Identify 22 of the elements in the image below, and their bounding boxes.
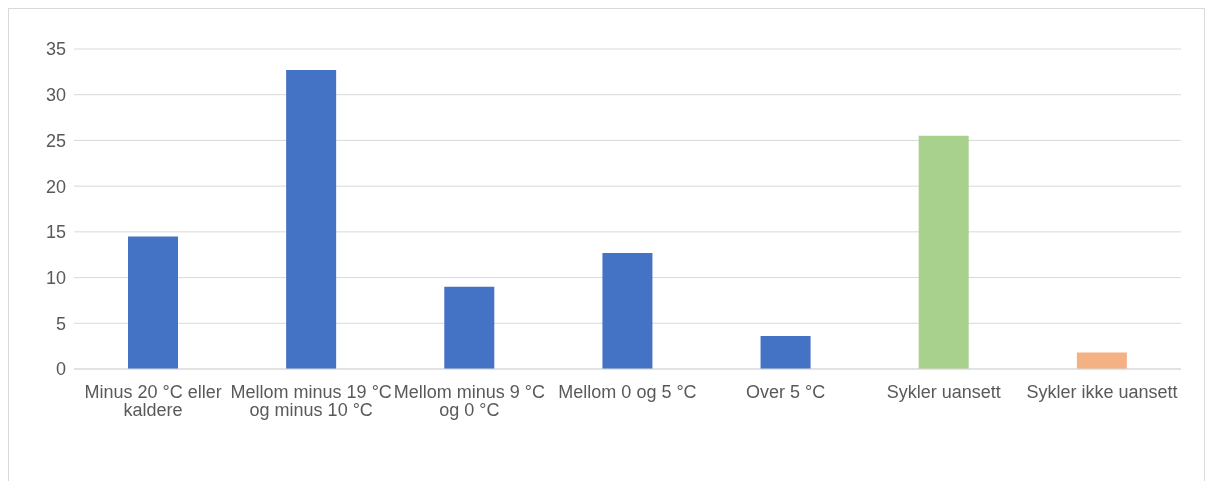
bar (444, 286, 495, 369)
x-tick-label: Mellom minus 19 °C og minus 10 °C (230, 381, 392, 420)
y-tick-label: 30 (45, 85, 66, 106)
y-tick-label: 5 (55, 313, 66, 334)
y-tick-label: 20 (45, 176, 66, 197)
y-tick-label: 15 (45, 222, 66, 243)
bar (1076, 352, 1127, 369)
x-tick-label: Sykler uansett (886, 381, 1001, 402)
bar (602, 252, 653, 369)
bar (128, 236, 178, 369)
bar (918, 135, 969, 369)
x-tick-label: Mellom 0 og 5 °C (558, 381, 697, 402)
x-tick-label: Over 5 °C (746, 381, 826, 402)
x-tick-label: Minus 20 °C eller kaldere (84, 381, 222, 420)
y-tick-label: 35 (45, 39, 66, 60)
y-tick-label: 10 (45, 267, 66, 288)
bar (286, 70, 337, 369)
x-tick-label: Sykler ikke uansett (1026, 381, 1178, 402)
bar (760, 336, 811, 369)
x-tick-label: Mellom minus 9 °C og 0 °C (393, 381, 545, 420)
y-tick-label: 25 (45, 130, 66, 151)
y-tick-label: 0 (55, 359, 66, 380)
